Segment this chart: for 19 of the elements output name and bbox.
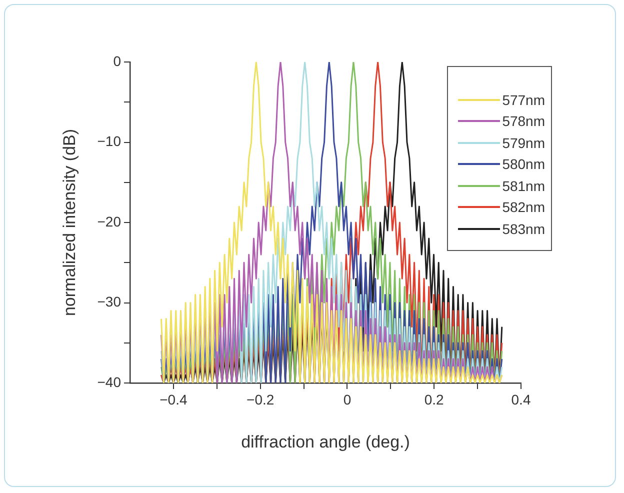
- y-tick-label: −30: [97, 294, 122, 310]
- x-tick-label: −0.4: [160, 391, 188, 408]
- x-tick-label: 0.2: [424, 391, 444, 408]
- x-tick-label: 0.4: [511, 391, 531, 408]
- legend-label: 580nm: [502, 156, 545, 172]
- legend-label: 578nm: [502, 113, 545, 130]
- y-tick-label: −40: [97, 374, 122, 390]
- legend-label: 577nm: [502, 92, 545, 108]
- legend-label: 579nm: [502, 134, 545, 151]
- x-tick-label: −0.2: [246, 391, 274, 408]
- y-tick-label: −20: [97, 213, 122, 230]
- legend-label: 583nm: [502, 220, 545, 237]
- y-tick-label: 0: [113, 52, 122, 69]
- y-tick-label: −10: [97, 133, 122, 150]
- y-axis-title: normalized intensity (dB): [60, 128, 79, 316]
- x-tick-label: 0: [343, 391, 352, 408]
- x-axis-title: diffraction angle (deg.): [241, 432, 410, 452]
- legend-label: 581nm: [502, 178, 545, 194]
- legend-label: 582nm: [502, 199, 545, 216]
